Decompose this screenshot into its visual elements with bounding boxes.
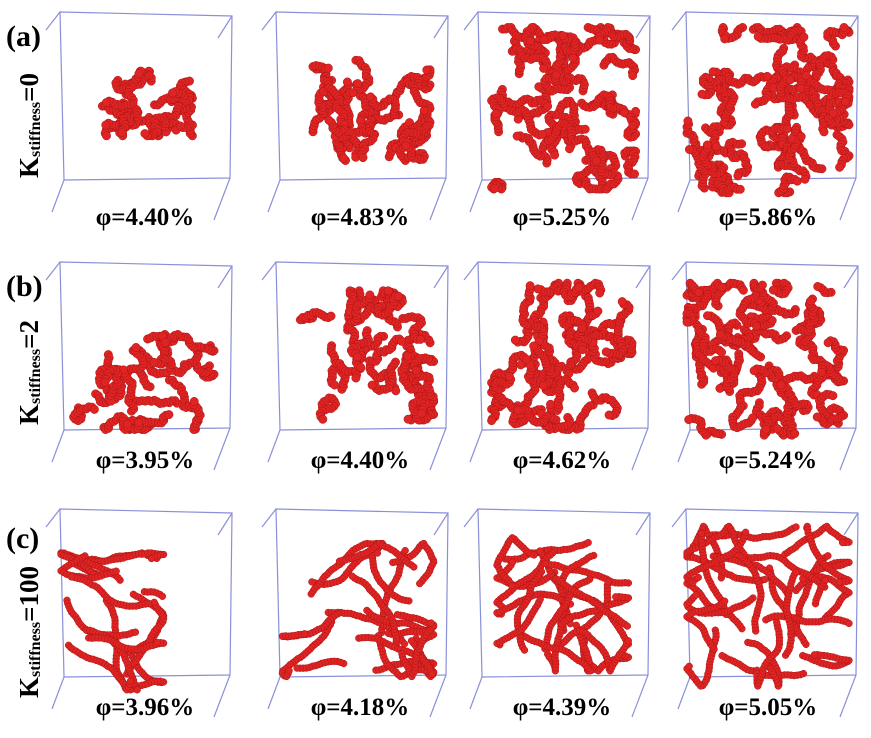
polymer-beads — [682, 23, 854, 198]
simulation-panel — [42, 258, 242, 471]
polymer-beads — [493, 534, 633, 675]
cube-edges — [463, 508, 651, 718]
simulation-box — [45, 11, 233, 221]
simulation-box — [463, 261, 651, 471]
polymer-beads — [69, 330, 219, 434]
simulation-box — [45, 261, 233, 471]
simulation-panel — [460, 505, 660, 718]
cube-edges — [261, 11, 449, 221]
polymer-beads — [308, 55, 435, 165]
simulation-panel — [258, 8, 458, 221]
volume-fraction-caption: φ=5.86% — [718, 204, 818, 231]
cube-edges — [463, 11, 651, 221]
simulation-box — [671, 11, 859, 221]
simulation-panel — [258, 505, 458, 718]
row-label-c: (c) — [6, 522, 40, 555]
volume-fraction-caption: φ=4.18% — [310, 694, 410, 721]
cube-edges — [463, 261, 651, 471]
volume-fraction-caption: φ=4.39% — [512, 694, 612, 721]
volume-fraction-caption: φ=4.40% — [310, 447, 410, 474]
polymer-beads — [295, 286, 439, 425]
polymer-beads — [682, 278, 849, 440]
volume-fraction-caption: φ=3.96% — [95, 694, 195, 721]
volume-fraction-caption: φ=5.25% — [512, 204, 612, 231]
volume-fraction-caption: φ=4.62% — [512, 447, 612, 474]
volume-fraction-caption: φ=4.40% — [95, 204, 195, 231]
cube-edges — [45, 261, 233, 471]
row-label-b: (b) — [6, 270, 43, 303]
simulation-panel — [668, 8, 868, 221]
row-stiffness-label-b: Kstiffness=2 — [14, 319, 44, 425]
simulation-box — [671, 508, 859, 718]
polymer-beads — [278, 539, 438, 681]
cube-edges — [45, 508, 233, 718]
simulation-panel — [258, 258, 458, 471]
polymer-beads — [683, 522, 853, 690]
simulation-panel — [460, 258, 660, 471]
polymer-beads — [487, 278, 637, 434]
row-stiffness-label-a: Kstiffness=0 — [14, 72, 44, 178]
simulation-panel — [668, 505, 868, 718]
simulation-panel — [460, 8, 660, 221]
simulation-box — [261, 11, 449, 221]
simulation-box — [463, 11, 651, 221]
polymer-beads — [487, 23, 641, 194]
cube-edges — [671, 261, 859, 471]
polymer-beads — [97, 66, 197, 141]
polymer-beads — [57, 549, 168, 694]
simulation-panel — [668, 258, 868, 471]
simulation-box — [45, 508, 233, 718]
volume-fraction-caption: φ=4.83% — [310, 204, 410, 231]
volume-fraction-caption: φ=5.05% — [718, 694, 818, 721]
cube-edges — [261, 261, 449, 471]
simulation-box — [261, 261, 449, 471]
simulation-box — [261, 508, 449, 718]
volume-fraction-caption: φ=5.24% — [718, 447, 818, 474]
cube-edges — [261, 508, 449, 718]
simulation-panel — [42, 505, 242, 718]
simulation-box — [671, 261, 859, 471]
volume-fraction-caption: φ=3.95% — [95, 447, 195, 474]
simulation-box — [463, 508, 651, 718]
row-stiffness-label-c: Kstiffness=100 — [14, 565, 44, 698]
simulation-panel — [42, 8, 242, 221]
cube-edges — [45, 11, 233, 221]
row-label-a: (a) — [6, 20, 41, 53]
